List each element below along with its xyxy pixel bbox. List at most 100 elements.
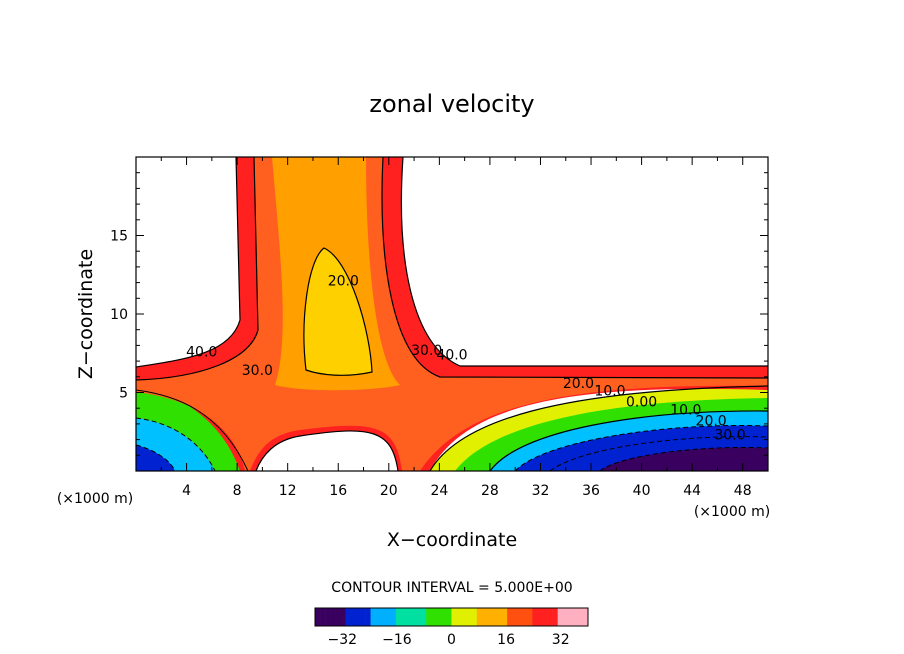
contour-line-40-right [400,157,768,367]
contour-line-0 [489,410,768,471]
colorbar [315,608,589,626]
colorbar-band [441,608,447,626]
colorbar-tick-label: 16 [497,632,515,648]
colorbar-ticks: −32 −16 0 16 32 [328,632,570,648]
colorbar-band [411,608,417,626]
colorbar-band [547,608,553,626]
colorbar-band [486,608,493,626]
colorbar-band [532,608,538,626]
colorbar-band [572,608,579,626]
colorbar-band [380,608,387,626]
colorbar-band [527,608,533,626]
x-tick-label: 32 [532,483,550,499]
colorbar-tick-label: −32 [328,632,358,648]
field-region-left-low-3 [136,445,175,471]
colorbar-band [390,608,397,626]
contour-line-30-left [136,157,259,381]
colorbar-band [517,608,523,626]
contour-label: 10.0 [670,402,701,418]
field-central-core [304,248,372,376]
contour-interval-note: CONTOUR INTERVAL = 5.000E+00 [331,580,572,596]
contour-label: 20.0 [328,274,359,290]
colorbar-band [481,608,488,626]
colorbar-band [522,608,528,626]
contour-label: 30.0 [411,343,442,359]
contour-line-left-low-1 [136,389,249,471]
colorbar-band [320,608,326,626]
colorbar-band [431,608,437,626]
contour-line-left-low-2 [136,417,216,471]
contour-line-neg30 [599,446,768,471]
colorbar-band [395,608,402,626]
contour-label: 0.00 [626,395,657,411]
y-tick-label: 10 [110,307,128,323]
colorbar-band [400,608,407,626]
colorbar-band [340,608,346,626]
x-tick-label: 36 [582,483,600,499]
x-tick-label: 8 [233,483,242,499]
contour-field [136,157,768,471]
colorbar-band [497,608,503,626]
colorbar-band [446,608,452,626]
colorbar-band [562,608,569,626]
colorbar-band [360,608,366,626]
colorbar-band [375,608,382,626]
x-tick-label: 40 [633,483,651,499]
x-tick-label: 44 [683,483,701,499]
colorbar-band [456,608,462,626]
colorbar-band [502,608,508,626]
colorbar-frame [314,607,589,627]
y-tick-label: 15 [110,229,128,245]
colorbar-band [345,608,351,626]
colorbar-band [350,608,356,626]
colorbar-band [476,608,483,626]
colorbar-band [325,608,331,626]
colorbar-band [471,608,478,626]
contour-line-40-left [136,157,241,368]
contour-line-20-right [429,385,768,471]
contour-label: 20.0 [696,413,727,429]
y-axis-title: Z−coordinate [75,249,97,379]
colorbar-band [370,608,376,626]
contour-label: 40.0 [436,348,467,364]
colorbar-band [557,608,564,626]
x-tick-label: 12 [279,483,297,499]
colorbar-band [365,608,371,626]
z-unit-label: (×1000 m) [57,491,133,507]
colorbar-tick-label: −16 [382,632,412,648]
contour-label: 30.0 [242,363,273,379]
contour-line-20-closed [303,247,373,376]
contour-line-30-right [381,157,768,379]
x-tick-label: 4 [182,483,191,499]
x-tick-label: 24 [430,483,448,499]
colorbar-band [426,608,432,626]
contour-label: 30.0 [714,428,745,444]
colorbar-band [512,608,518,626]
contour-line-neg20 [549,436,768,471]
x-tick-label: 28 [481,483,499,499]
colorbar-band [385,608,392,626]
contour-label: 20.0 [563,376,594,392]
colorbar-band [461,608,467,626]
colorbar-tick-label: 0 [447,632,456,648]
colorbar-band [315,608,321,626]
colorbar-band [582,608,589,626]
chart-title: zonal velocity [369,90,534,118]
contour-line-left-low-3 [136,444,176,471]
colorbar-band [507,608,513,626]
contour-label: 10.0 [594,384,625,400]
colorbar-band [451,608,457,626]
contour-line-neg10 [514,424,768,471]
x-axis-ticks: 4 8 12 16 20 24 28 32 36 40 44 48 [160,157,752,499]
x-unit-label: (×1000 m) [694,504,770,520]
colorbar-band [577,608,584,626]
x-tick-label: 16 [329,483,347,499]
colorbar-band [416,608,422,626]
colorbar-band [466,608,473,626]
y-axis-ticks: 5 10 15 [110,172,768,456]
colorbar-band [335,608,341,626]
colorbar-band [491,608,498,626]
contour-label: 40.0 [186,344,217,360]
colorbar-band [355,608,361,626]
